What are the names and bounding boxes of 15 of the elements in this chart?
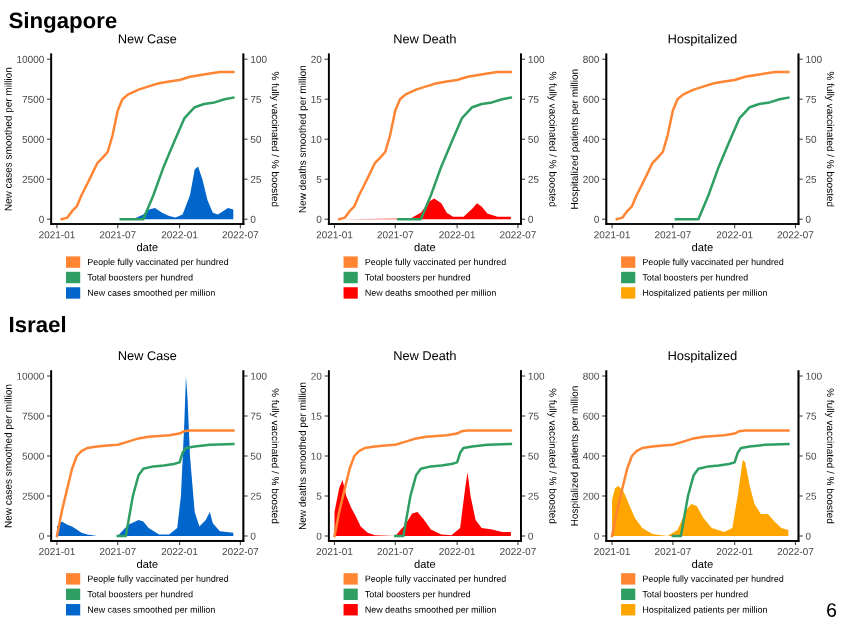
- line-series: [674, 96, 790, 221]
- line-series: [615, 70, 790, 221]
- text: Israel: [10, 316, 66, 333]
- text: Singapore: [9, 11, 117, 33]
- line-series: [610, 429, 790, 538]
- line-series: [60, 70, 235, 221]
- line-series: [397, 96, 513, 221]
- line-series: [337, 70, 513, 221]
- line-series: [55, 429, 235, 538]
- line-series: [394, 442, 513, 538]
- line-series: [671, 442, 790, 538]
- line-series: [333, 429, 513, 538]
- line-series: [116, 442, 235, 538]
- line-series: [119, 96, 235, 221]
- text: 6: [827, 603, 837, 617]
